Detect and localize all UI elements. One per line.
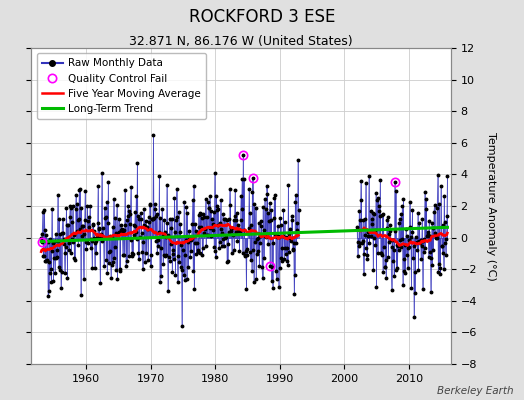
- Y-axis label: Temperature Anomaly (°C): Temperature Anomaly (°C): [486, 132, 496, 280]
- Text: Berkeley Earth: Berkeley Earth: [437, 386, 514, 396]
- Text: ROCKFORD 3 ESE: ROCKFORD 3 ESE: [189, 8, 335, 26]
- Legend: Raw Monthly Data, Quality Control Fail, Five Year Moving Average, Long-Term Tren: Raw Monthly Data, Quality Control Fail, …: [37, 53, 206, 119]
- Title: 32.871 N, 86.176 W (United States): 32.871 N, 86.176 W (United States): [129, 35, 353, 48]
